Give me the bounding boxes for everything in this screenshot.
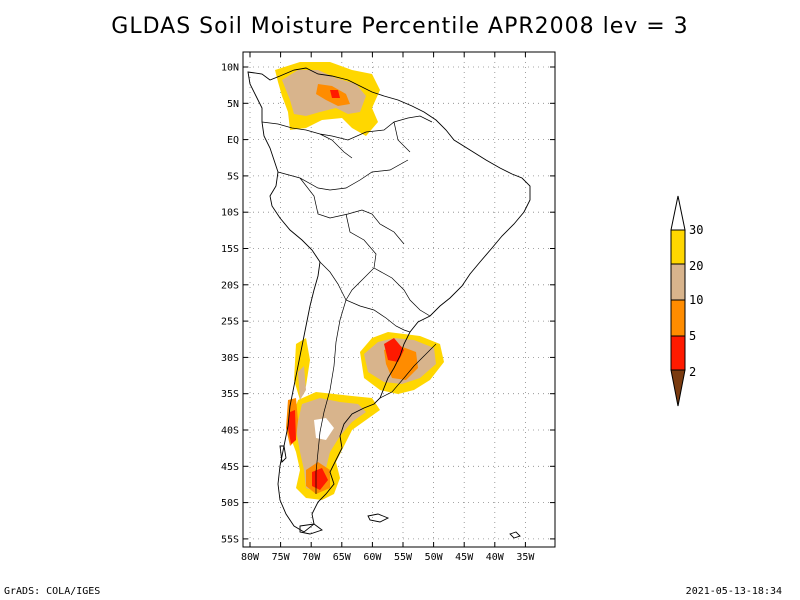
legend-label: 5 [689,329,696,343]
lat-tick-label: 20S [221,280,239,291]
lat-tick-label: 30S [221,353,239,364]
lon-tick-label: 45W [455,552,474,563]
footer-timestamp: 2021-05-13-18:34 [685,586,782,597]
lat-tick-label: 15S [221,244,239,255]
lat-tick-label: 50S [221,498,239,509]
legend-swatch-above-30 [670,195,686,231]
lon-tick-label: 70W [302,552,321,563]
legend-swatch-2-5 [670,335,686,371]
footer-software: GrADS: COLA/IGES [4,586,101,597]
shade-south-white [314,418,334,440]
island-chiloe [279,445,287,463]
colorbar-legend: 2 5 10 20 30 [670,195,703,407]
lat-tick-label: 25S [221,317,239,328]
coastline [247,67,531,539]
lon-tick-label: 65W [333,552,352,563]
lon-tick-label: 55W [394,552,413,563]
lat-tick-label: 35S [221,389,239,400]
legend-swatch-20-30 [670,229,686,265]
legend-label: 30 [689,223,703,237]
continent-outline [247,67,531,533]
shade-north-red [330,90,340,98]
lon-tick-label: 60W [363,552,382,563]
shade-chile-north-tan [298,366,306,400]
country-borders [261,115,437,494]
lat-tick-label: 10N [221,63,239,74]
map-title: GLDAS Soil Moisture Percentile APR2008 l… [111,14,689,39]
legend-swatch-below-2 [670,369,686,407]
axis-ticks: 10N 5N EQ 5S 10S 15S 20S 25S 30S 35S 40S 45S 50S 55S8… [221,52,555,563]
lat-tick-label: EQ [227,135,239,146]
island-tierra-del-fuego [299,523,323,535]
shade-chile-red [288,410,296,444]
island-south-georgia [509,531,521,539]
lat-tick-label: 40S [221,426,239,437]
legend-label: 2 [689,365,696,379]
percentile-shading [275,62,444,500]
island-falklands [367,513,390,523]
lat-tick-label: 5S [227,171,239,182]
legend-label: 10 [689,293,703,307]
lat-tick-label: 10S [221,208,239,219]
lat-tick-label: 5N [227,99,239,110]
shade-se-red [384,338,404,362]
legend-swatch-5-10 [670,299,686,337]
lon-tick-label: 35W [516,552,535,563]
map-plot-area [243,52,555,547]
lon-tick-label: 40W [486,552,505,563]
legend-label: 20 [689,259,703,273]
lon-tick-label: 80W [241,552,260,563]
lon-tick-label: 75W [272,552,291,563]
legend-swatch-10-20 [670,263,686,301]
lat-tick-label: 55S [221,534,239,545]
lat-tick-label: 45S [221,462,239,473]
map-frame [242,51,556,548]
lon-tick-label: 50W [425,552,444,563]
